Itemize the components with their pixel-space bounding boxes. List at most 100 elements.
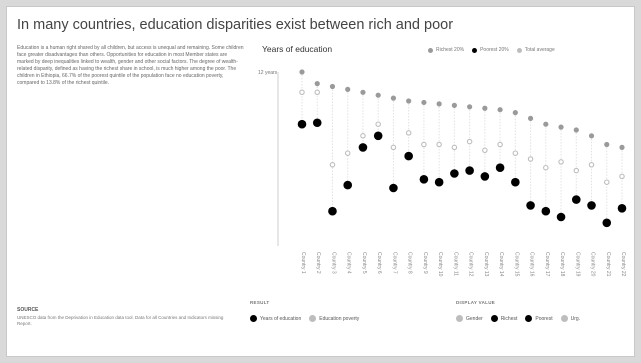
point-richest-20- xyxy=(512,110,518,116)
top-legend: Richest 20% Poorest 20% Total average xyxy=(428,45,628,55)
point-richest-20- xyxy=(573,127,579,133)
x-tick-label: Country 10 xyxy=(437,252,443,277)
display-option-richest-label: Richest xyxy=(500,315,518,322)
point-total-average xyxy=(421,141,427,148)
legend-swatch-total xyxy=(516,47,522,53)
point-poorest-20- xyxy=(511,177,520,187)
point-poorest-20- xyxy=(602,218,612,228)
point-total-average xyxy=(588,162,595,168)
point-richest-20- xyxy=(375,92,381,98)
result-option-years[interactable]: Years of education xyxy=(250,315,301,322)
point-total-average xyxy=(512,150,519,156)
point-poorest-20- xyxy=(389,183,398,193)
point-total-average xyxy=(405,130,412,136)
point-poorest-20- xyxy=(373,131,383,141)
point-total-average xyxy=(360,133,366,139)
point-total-average xyxy=(451,144,458,151)
point-poorest-20- xyxy=(587,201,596,210)
point-richest-20- xyxy=(467,104,473,110)
result-legend: RESULT Years of education Education pove… xyxy=(250,300,359,322)
point-richest-20- xyxy=(543,121,549,127)
point-richest-20- xyxy=(360,89,366,95)
bottom-legends: RESULT Years of education Education pove… xyxy=(250,300,630,340)
result-option-years-swatch xyxy=(250,315,257,322)
x-tick-label: Country 5 xyxy=(361,252,367,274)
x-tick-label: Country 1 xyxy=(300,252,306,274)
point-total-average xyxy=(375,121,381,127)
display-value-legend-heading: DISPLAY VALUE xyxy=(456,300,496,305)
point-total-average xyxy=(390,144,397,151)
display-option-richest-swatch xyxy=(490,315,498,322)
point-richest-20- xyxy=(588,133,595,139)
point-poorest-20- xyxy=(312,118,322,128)
x-tick-label: Country 9 xyxy=(422,252,428,274)
x-tick-label: Country 6 xyxy=(376,252,382,274)
point-richest-20- xyxy=(558,124,564,130)
chart-title: Years of education xyxy=(262,44,333,54)
legend-swatch-richest xyxy=(428,47,433,53)
x-tick-label: Country 17 xyxy=(544,252,550,277)
point-richest-20- xyxy=(497,107,503,113)
display-option-gender-label: Gender xyxy=(466,315,483,322)
x-tick-label: Country 14 xyxy=(498,252,504,277)
display-option-poorest-label: Poorest xyxy=(535,315,553,322)
point-poorest-20- xyxy=(297,119,307,129)
point-richest-20- xyxy=(314,81,320,87)
point-poorest-20- xyxy=(556,212,566,222)
x-tick-label: Country 21 xyxy=(605,252,611,277)
point-richest-20- xyxy=(482,105,488,111)
point-total-average xyxy=(482,147,488,154)
y-tick-label-top: 12 years xyxy=(258,70,278,76)
point-richest-20- xyxy=(345,86,351,92)
x-tick-label: Country 18 xyxy=(559,252,565,277)
result-option-poverty[interactable]: Education poverty xyxy=(309,315,359,322)
point-poorest-20- xyxy=(404,151,413,161)
display-option-poorest-swatch xyxy=(525,315,533,322)
display-option-richest[interactable]: Richest xyxy=(490,315,518,322)
x-tick-label: Country 2 xyxy=(315,252,321,274)
point-total-average xyxy=(329,162,336,168)
x-tick-label: Country 16 xyxy=(529,252,535,277)
legend-label-poorest: Poorest 20% xyxy=(480,47,509,53)
point-richest-20- xyxy=(451,102,457,108)
legend-label-richest: Richest 20% xyxy=(436,47,465,53)
point-poorest-20- xyxy=(465,166,474,175)
x-tick-label: Country 3 xyxy=(330,252,336,274)
result-legend-heading: RESULT xyxy=(250,300,270,305)
x-tick-label: Country 22 xyxy=(620,252,626,277)
source-label: SOURCE xyxy=(17,307,39,313)
legend-item-richest[interactable]: Richest 20% xyxy=(428,47,464,53)
legend-item-total[interactable]: Total average xyxy=(516,47,555,53)
point-richest-20- xyxy=(436,101,442,107)
point-poorest-20- xyxy=(343,180,353,190)
point-poorest-20- xyxy=(419,175,429,184)
point-richest-20- xyxy=(604,141,610,148)
x-tick-label: Country 12 xyxy=(468,252,474,277)
point-poorest-20- xyxy=(480,172,490,181)
point-richest-20- xyxy=(406,98,412,104)
legend-item-poorest[interactable]: Poorest 20% xyxy=(472,47,509,53)
display-option-poorest[interactable]: Poorest xyxy=(525,315,553,322)
x-tick-label: Country 11 xyxy=(452,252,458,276)
dot-plot: 12 years Country 1 Country 2 Country 3 Count… xyxy=(258,69,627,277)
display-option-gender[interactable]: Gender xyxy=(456,315,483,322)
display-option-gender-swatch xyxy=(456,315,463,322)
display-option-urban-swatch xyxy=(560,315,568,322)
point-poorest-20- xyxy=(526,201,535,210)
x-tick-label: Country 4 xyxy=(346,252,352,274)
page-title: In many countries, education disparities… xyxy=(17,17,454,33)
point-richest-20- xyxy=(527,115,534,121)
point-total-average xyxy=(604,179,610,185)
display-option-urban[interactable]: Urg. xyxy=(560,315,580,322)
point-total-average xyxy=(314,89,320,96)
point-richest-20- xyxy=(619,144,625,150)
point-richest-20- xyxy=(329,83,336,90)
point-total-average xyxy=(344,150,351,156)
point-poorest-20- xyxy=(617,204,627,213)
source-text: UNESCO data from the Deprivation in Educ… xyxy=(17,315,224,326)
x-tick-label: Country 13 xyxy=(483,252,489,277)
display-value-legend: DISPLAY VALUE Gender Richest Poorest Urg… xyxy=(456,300,580,322)
point-total-average xyxy=(543,164,549,171)
point-poorest-20- xyxy=(434,177,444,187)
point-poorest-20- xyxy=(495,163,505,172)
